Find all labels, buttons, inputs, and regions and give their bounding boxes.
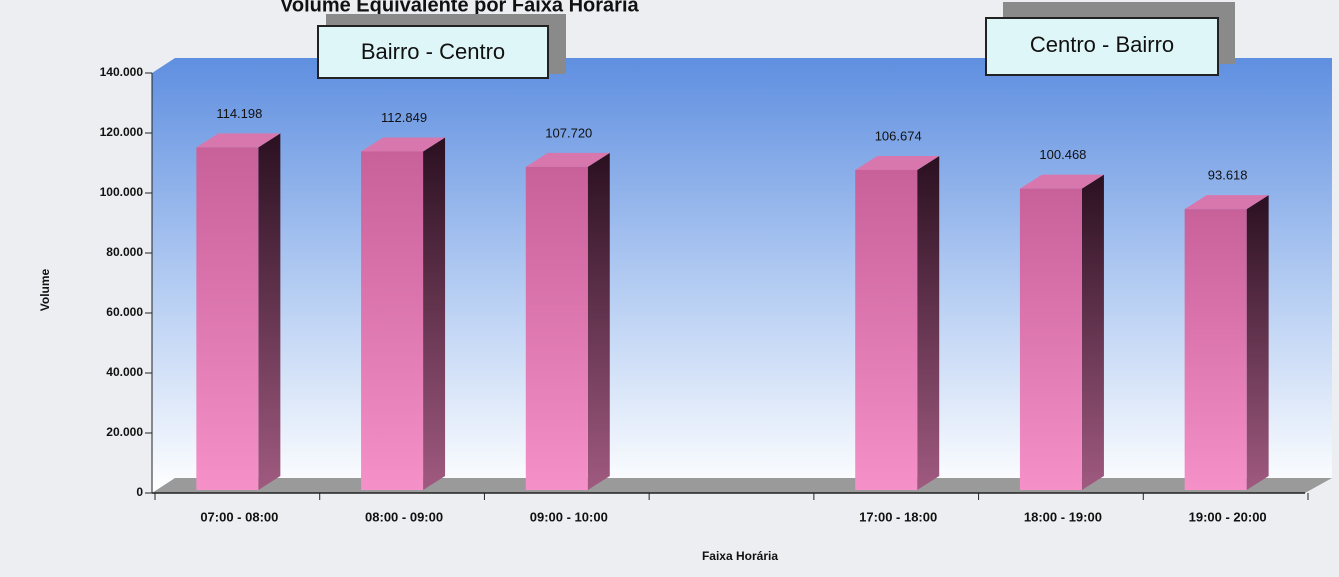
bar-side bbox=[1081, 174, 1104, 490]
bar-top bbox=[1184, 195, 1269, 210]
bar bbox=[361, 151, 424, 490]
annotation: Bairro - Centro bbox=[361, 39, 505, 64]
bar bbox=[525, 166, 588, 490]
x-tick-label: 19:00 - 20:00 bbox=[1189, 509, 1267, 524]
annotation-box bbox=[985, 17, 1219, 76]
x-tick-label: 17:00 - 18:00 bbox=[859, 509, 937, 524]
chart-title: Volume Equivalente por Faixa Horária bbox=[280, 0, 640, 16]
plot-background bbox=[152, 58, 1332, 493]
y-tick-label: 20.000 bbox=[106, 425, 143, 439]
bar-side bbox=[587, 152, 610, 490]
y-tick-label: 0 bbox=[136, 485, 143, 499]
x-tick-label: 09:00 - 10:00 bbox=[530, 509, 608, 524]
x-tick-label: 18:00 - 19:00 bbox=[1024, 509, 1102, 524]
x-tick-label: 07:00 - 08:00 bbox=[200, 509, 278, 524]
x-tick-label: 08:00 - 09:00 bbox=[365, 509, 443, 524]
bar-side bbox=[423, 137, 446, 490]
bar-side bbox=[258, 133, 281, 490]
annotation-box bbox=[317, 25, 549, 79]
bar-side bbox=[917, 155, 940, 490]
bar-top bbox=[1019, 174, 1104, 189]
bar bbox=[196, 147, 259, 490]
y-tick-label: 60.000 bbox=[106, 305, 143, 319]
bar-side bbox=[1246, 195, 1269, 490]
bar bbox=[855, 169, 918, 490]
annotation: Centro - Bairro bbox=[1030, 32, 1174, 57]
value-label: 106.674 bbox=[875, 128, 922, 143]
value-label: 114.198 bbox=[216, 106, 262, 121]
bar-top bbox=[855, 155, 940, 170]
y-axis-title: Volume bbox=[38, 268, 52, 311]
bar-top bbox=[361, 137, 446, 152]
bar bbox=[1019, 188, 1082, 490]
y-tick-label: 100.000 bbox=[100, 185, 144, 199]
floor bbox=[152, 478, 1332, 493]
bar-top bbox=[196, 133, 281, 148]
y-tick-label: 40.000 bbox=[106, 365, 143, 379]
bar-top bbox=[525, 152, 610, 167]
bar bbox=[1184, 209, 1247, 490]
y-tick-label: 140.000 bbox=[100, 65, 144, 79]
value-label: 112.849 bbox=[381, 110, 427, 125]
y-tick-label: 80.000 bbox=[106, 245, 143, 259]
value-label: 107.720 bbox=[545, 125, 592, 140]
value-label: 93.618 bbox=[1208, 168, 1248, 183]
value-label: 100.468 bbox=[1039, 147, 1086, 162]
y-tick-label: 120.000 bbox=[100, 125, 144, 139]
x-axis-title: Faixa Horária bbox=[702, 549, 778, 563]
